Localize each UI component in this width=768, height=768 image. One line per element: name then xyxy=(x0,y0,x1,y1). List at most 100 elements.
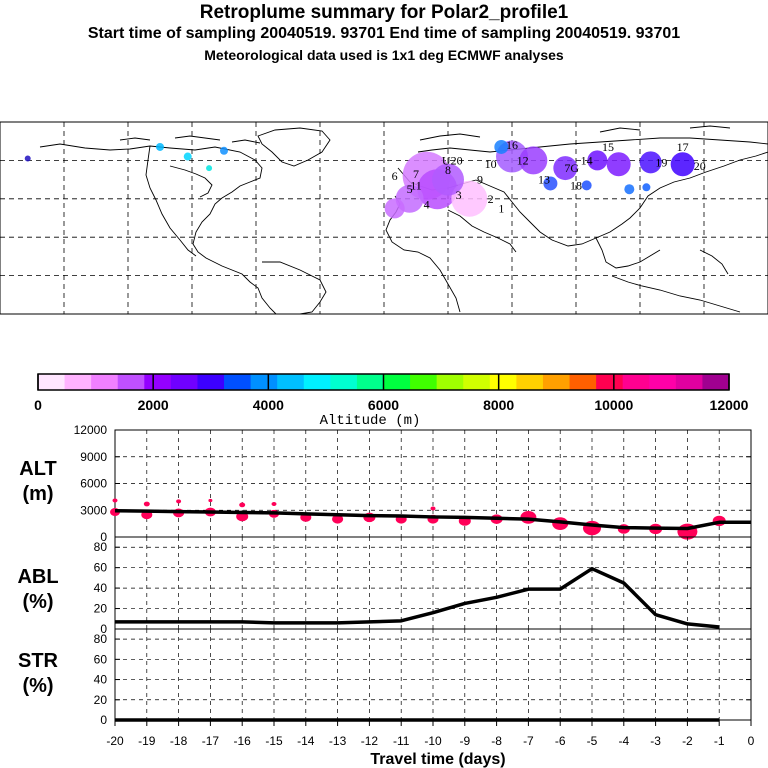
map-plume-marker xyxy=(543,176,558,191)
colorbar-cell xyxy=(356,374,384,390)
met-data-note: Meteorological data used is 1x1 deg ECMW… xyxy=(204,47,564,63)
colorbar-tick-label: 10000 xyxy=(594,397,633,413)
colorbar-cell xyxy=(410,374,438,390)
colorbar-cell xyxy=(596,374,624,390)
x-tick-label: -16 xyxy=(234,734,252,748)
map-day-label: 2 xyxy=(488,192,494,206)
colorbar-tick-label: 4000 xyxy=(253,397,284,413)
colorbar-cell xyxy=(569,374,597,390)
x-axis: -20 -19 -18 -17 -16 -15 -14 -13 -12 -11 -10 -9 -8 -7-… xyxy=(106,720,755,748)
map-day-label: 11 xyxy=(410,178,422,192)
x-tick-label: -19 xyxy=(138,734,156,748)
map-plume-marker xyxy=(553,156,578,181)
plume-point xyxy=(430,506,436,511)
map-plume-marker xyxy=(624,184,635,195)
y-tick-label: 80 xyxy=(94,632,108,646)
y-tick-label: 6000 xyxy=(80,477,107,491)
alt-plot: 0 3000 6000 9000 12000 xyxy=(74,423,752,544)
map-plume-marker xyxy=(606,152,631,177)
y-tick-label: 40 xyxy=(94,673,108,687)
map-plume-marker xyxy=(581,180,592,191)
colorbar-cell xyxy=(224,374,252,390)
colorbar-cell xyxy=(675,374,703,390)
colorbar-cell xyxy=(170,374,198,390)
colorbar-cell xyxy=(117,374,145,390)
map-plume-marker xyxy=(24,155,31,162)
y-tick-label: 0 xyxy=(100,622,107,636)
y-tick-label: 60 xyxy=(94,652,108,666)
x-tick-label: -10 xyxy=(424,734,442,748)
colorbar-cell xyxy=(250,374,278,390)
map-plume-marker xyxy=(451,180,488,217)
plot-frame xyxy=(114,628,752,721)
y-tick-label: 3000 xyxy=(80,503,107,517)
series-line xyxy=(115,566,720,629)
map-day-label: 1 xyxy=(498,201,504,215)
colorbar-cell xyxy=(277,374,305,390)
x-tick-label: -15 xyxy=(265,734,283,748)
colorbar-tick-label: 0 xyxy=(34,397,42,413)
x-tick-label: -7 xyxy=(523,734,534,748)
colorbar-cell xyxy=(144,374,172,390)
x-tick-label: -18 xyxy=(170,734,188,748)
colorbar-cell xyxy=(38,374,66,390)
map-day-label: 12 xyxy=(517,153,529,167)
x-tick-label: -8 xyxy=(491,734,502,748)
map-day-label: 15 xyxy=(602,140,614,154)
x-tick-label: -3 xyxy=(650,734,661,748)
map-day-label: U20 xyxy=(442,153,463,167)
plume-point xyxy=(271,502,277,507)
map-graticule xyxy=(0,122,768,314)
figure-title: Retroplume summary for Polar2_profile1 xyxy=(199,2,569,23)
map-day-label: 5 xyxy=(407,182,413,196)
x-tick-label: -4 xyxy=(618,734,629,748)
colorbar-cell xyxy=(64,374,92,390)
plume-point xyxy=(239,502,246,508)
colorbar-cell xyxy=(197,374,225,390)
map-plume-marker xyxy=(519,146,548,175)
series-line xyxy=(114,508,751,531)
plume-point xyxy=(143,501,150,507)
plume-point xyxy=(332,514,344,524)
str-ylabel-top: STR xyxy=(18,650,59,672)
plume-point xyxy=(112,498,118,503)
map-plume-marker xyxy=(156,142,164,151)
map-plume-marker xyxy=(670,152,695,177)
map-plume-marker xyxy=(206,165,213,172)
y-tick-label: 80 xyxy=(94,540,108,554)
x-tick-label: -14 xyxy=(297,734,315,748)
sampling-times: Start time of sampling 20040519. 93701 E… xyxy=(87,25,681,42)
map-plume-marker xyxy=(494,139,509,154)
map-day-label: 7 xyxy=(413,167,419,181)
colorbar-cell xyxy=(436,374,464,390)
y-tick-label: 0 xyxy=(100,530,107,544)
colorbar-tick-label: 12000 xyxy=(710,397,749,413)
abl-panel: ABL (%) 0 20 40 60 80 xyxy=(17,536,752,636)
x-tick-label: -20 xyxy=(106,734,124,748)
colorbar-cell xyxy=(330,374,358,390)
map-plume-marker xyxy=(432,163,464,196)
y-tick-label: 9000 xyxy=(80,450,107,464)
colorbar-cell xyxy=(702,374,730,390)
y-tick-label: 12000 xyxy=(74,423,108,437)
colorbar-cell xyxy=(383,374,411,390)
map-day-label: 18 xyxy=(570,178,582,192)
map-day-label: 19 xyxy=(655,155,667,169)
map-day-label: 10 xyxy=(485,157,497,171)
map-plume-marker xyxy=(384,198,405,219)
map-plume-marker xyxy=(587,150,608,171)
x-axis-title: Travel time (days) xyxy=(370,751,505,768)
map-day-label: 14 xyxy=(581,153,593,167)
colorbar-cell xyxy=(649,374,677,390)
abl-ylabel-bottom: (%) xyxy=(22,591,53,613)
colorbar-ticks: 0 2000 4000 6000 8000 10000 12000 xyxy=(34,374,749,413)
x-tick-label: -11 xyxy=(393,734,410,748)
plume-point xyxy=(176,499,182,504)
colorbar-cell xyxy=(463,374,491,390)
map-day-label: 13 xyxy=(538,173,550,187)
colorbar-cell xyxy=(542,374,571,390)
map-day-label: 17 xyxy=(677,140,689,154)
alt-panel: ALT (m) 0 3000 6000 9000 12000 xyxy=(19,423,752,544)
